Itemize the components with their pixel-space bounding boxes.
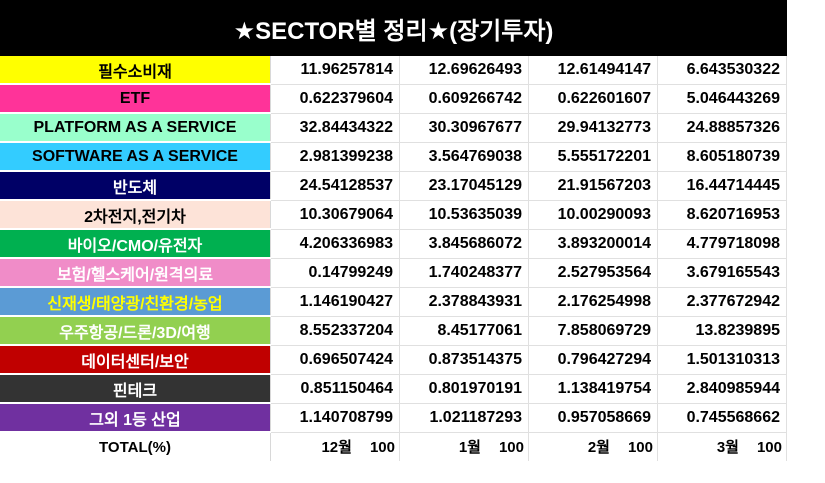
value-cell[interactable]: 13.8239895 bbox=[657, 316, 787, 346]
value-cell[interactable]: 0.696507424 bbox=[270, 345, 400, 375]
sector-label[interactable]: 바이오/CMO/유전자 bbox=[0, 229, 271, 259]
value-cell[interactable]: 1.138419754 bbox=[528, 374, 658, 404]
value-cell[interactable]: 5.555172201 bbox=[528, 142, 658, 172]
total-value: 100 bbox=[498, 439, 524, 457]
value-cell[interactable]: 3.679165543 bbox=[657, 258, 787, 288]
sector-row: 신재생/태양광/친환경/농업 1.146190427 2.378843931 2.17… bbox=[0, 287, 787, 317]
sector-row: 우주항공/드론/3D/여행 8.552337204 8.45177061 7.8580… bbox=[0, 316, 787, 346]
sector-label[interactable]: 핀테크 bbox=[0, 374, 271, 404]
value-cell[interactable]: 0.873514375 bbox=[399, 345, 529, 375]
value-cell[interactable]: 0.622379604 bbox=[270, 84, 400, 114]
value-cell[interactable]: 0.796427294 bbox=[528, 345, 658, 375]
sheet-title: ★SECTOR별 정리★(장기투자) bbox=[0, 0, 787, 56]
sector-label[interactable]: ETF bbox=[0, 84, 271, 114]
value-cell[interactable]: 2.840985944 bbox=[657, 374, 787, 404]
total-label[interactable]: TOTAL(%) bbox=[0, 432, 271, 463]
value-cell[interactable]: 7.858069729 bbox=[528, 316, 658, 346]
value-cell[interactable]: 3.893200014 bbox=[528, 229, 658, 259]
value-cell[interactable]: 30.30967677 bbox=[399, 113, 529, 143]
value-cell[interactable]: 3.845686072 bbox=[399, 229, 529, 259]
sector-row: ETF 0.622379604 0.609266742 0.622601607 5.04… bbox=[0, 84, 787, 114]
value-cell[interactable]: 0.851150464 bbox=[270, 374, 400, 404]
value-cell[interactable]: 11.96257814 bbox=[270, 56, 400, 85]
sector-row: 필수소비재 11.96257814 12.69626493 12.61494147 6.… bbox=[0, 56, 787, 85]
value-cell[interactable]: 4.206336983 bbox=[270, 229, 400, 259]
sector-table: 필수소비재 11.96257814 12.69626493 12.61494147 6.… bbox=[0, 56, 787, 463]
value-cell[interactable]: 8.45177061 bbox=[399, 316, 529, 346]
value-cell[interactable]: 2.981399238 bbox=[270, 142, 400, 172]
sector-row: 2차전지,전기차 10.30679064 10.53635039 10.0029009… bbox=[0, 200, 787, 230]
value-cell[interactable]: 0.957058669 bbox=[528, 403, 658, 433]
total-cell-mar[interactable]: 3월 100 bbox=[657, 432, 787, 463]
value-cell[interactable]: 6.643530322 bbox=[657, 56, 787, 85]
month-label: 1월 bbox=[458, 439, 481, 457]
sector-row: SOFTWARE AS A SERVICE 2.981399238 3.564769… bbox=[0, 142, 787, 172]
value-cell[interactable]: 12.61494147 bbox=[528, 56, 658, 85]
value-cell[interactable]: 5.046443269 bbox=[657, 84, 787, 114]
value-cell[interactable]: 23.17045129 bbox=[399, 171, 529, 201]
total-cell-jan[interactable]: 1월 100 bbox=[399, 432, 529, 463]
sector-row: 보험/헬스케어/원격의료 0.14799249 1.740248377 2.52795… bbox=[0, 258, 787, 288]
total-value: 100 bbox=[756, 439, 782, 457]
sector-label[interactable]: 필수소비재 bbox=[0, 56, 271, 85]
value-cell[interactable]: 10.00290093 bbox=[528, 200, 658, 230]
value-cell[interactable]: 1.140708799 bbox=[270, 403, 400, 433]
sector-row: 핀테크 0.851150464 0.801970191 1.138419754 2.84… bbox=[0, 374, 787, 404]
value-cell[interactable]: 0.745568662 bbox=[657, 403, 787, 433]
value-cell[interactable]: 29.94132773 bbox=[528, 113, 658, 143]
value-cell[interactable]: 16.44714445 bbox=[657, 171, 787, 201]
sector-label[interactable]: 데이터센터/보안 bbox=[0, 345, 271, 375]
value-cell[interactable]: 12.69626493 bbox=[399, 56, 529, 85]
sector-label[interactable]: 반도체 bbox=[0, 171, 271, 201]
value-cell[interactable]: 24.88857326 bbox=[657, 113, 787, 143]
value-cell[interactable]: 1.146190427 bbox=[270, 287, 400, 317]
sector-label[interactable]: 2차전지,전기차 bbox=[0, 200, 271, 230]
value-cell[interactable]: 2.527953564 bbox=[528, 258, 658, 288]
sector-row: 그외 1등 산업 1.140708799 1.021187293 0.95705866… bbox=[0, 403, 787, 433]
total-value: 100 bbox=[627, 439, 653, 457]
total-cell-feb[interactable]: 2월 100 bbox=[528, 432, 658, 463]
sector-label[interactable]: PLATFORM AS A SERVICE bbox=[0, 113, 271, 143]
value-cell[interactable]: 8.620716953 bbox=[657, 200, 787, 230]
sector-rows: 필수소비재 11.96257814 12.69626493 12.61494147 6.… bbox=[0, 56, 787, 433]
value-cell[interactable]: 8.605180739 bbox=[657, 142, 787, 172]
value-cell[interactable]: 2.377672942 bbox=[657, 287, 787, 317]
value-cell[interactable]: 4.779718098 bbox=[657, 229, 787, 259]
value-cell[interactable]: 21.91567203 bbox=[528, 171, 658, 201]
value-cell[interactable]: 0.622601607 bbox=[528, 84, 658, 114]
value-cell[interactable]: 24.54128537 bbox=[270, 171, 400, 201]
value-cell[interactable]: 0.609266742 bbox=[399, 84, 529, 114]
sector-label[interactable]: 우주항공/드론/3D/여행 bbox=[0, 316, 271, 346]
value-cell[interactable]: 10.53635039 bbox=[399, 200, 529, 230]
sector-row: 데이터센터/보안 0.696507424 0.873514375 0.79642729… bbox=[0, 345, 787, 375]
value-cell[interactable]: 2.378843931 bbox=[399, 287, 529, 317]
sector-label[interactable]: 신재생/태양광/친환경/농업 bbox=[0, 287, 271, 317]
month-label: 2월 bbox=[587, 439, 610, 457]
total-cell-dec[interactable]: 12월 100 bbox=[270, 432, 400, 463]
total-value: 100 bbox=[369, 439, 395, 457]
value-cell[interactable]: 0.14799249 bbox=[270, 258, 400, 288]
sector-label[interactable]: 그외 1등 산업 bbox=[0, 403, 271, 433]
month-label: 12월 bbox=[321, 439, 352, 457]
value-cell[interactable]: 10.30679064 bbox=[270, 200, 400, 230]
value-cell[interactable]: 1.740248377 bbox=[399, 258, 529, 288]
sector-row: 반도체 24.54128537 23.17045129 21.91567203 16.4… bbox=[0, 171, 787, 201]
sector-sheet: ★SECTOR별 정리★(장기투자) 필수소비재 11.96257814 12.69… bbox=[0, 0, 787, 463]
value-cell[interactable]: 1.021187293 bbox=[399, 403, 529, 433]
value-cell[interactable]: 8.552337204 bbox=[270, 316, 400, 346]
sector-row: PLATFORM AS A SERVICE 32.84434322 30.30967… bbox=[0, 113, 787, 143]
month-label: 3월 bbox=[716, 439, 739, 457]
value-cell[interactable]: 0.801970191 bbox=[399, 374, 529, 404]
sector-label[interactable]: SOFTWARE AS A SERVICE bbox=[0, 142, 271, 172]
value-cell[interactable]: 1.501310313 bbox=[657, 345, 787, 375]
sector-row: 바이오/CMO/유전자 4.206336983 3.845686072 3.89320… bbox=[0, 229, 787, 259]
value-cell[interactable]: 3.564769038 bbox=[399, 142, 529, 172]
value-cell[interactable]: 2.176254998 bbox=[528, 287, 658, 317]
sector-label[interactable]: 보험/헬스케어/원격의료 bbox=[0, 258, 271, 288]
total-row: TOTAL(%) 12월 100 1월 100 2월 100 3월 100 bbox=[0, 432, 787, 463]
value-cell[interactable]: 32.84434322 bbox=[270, 113, 400, 143]
